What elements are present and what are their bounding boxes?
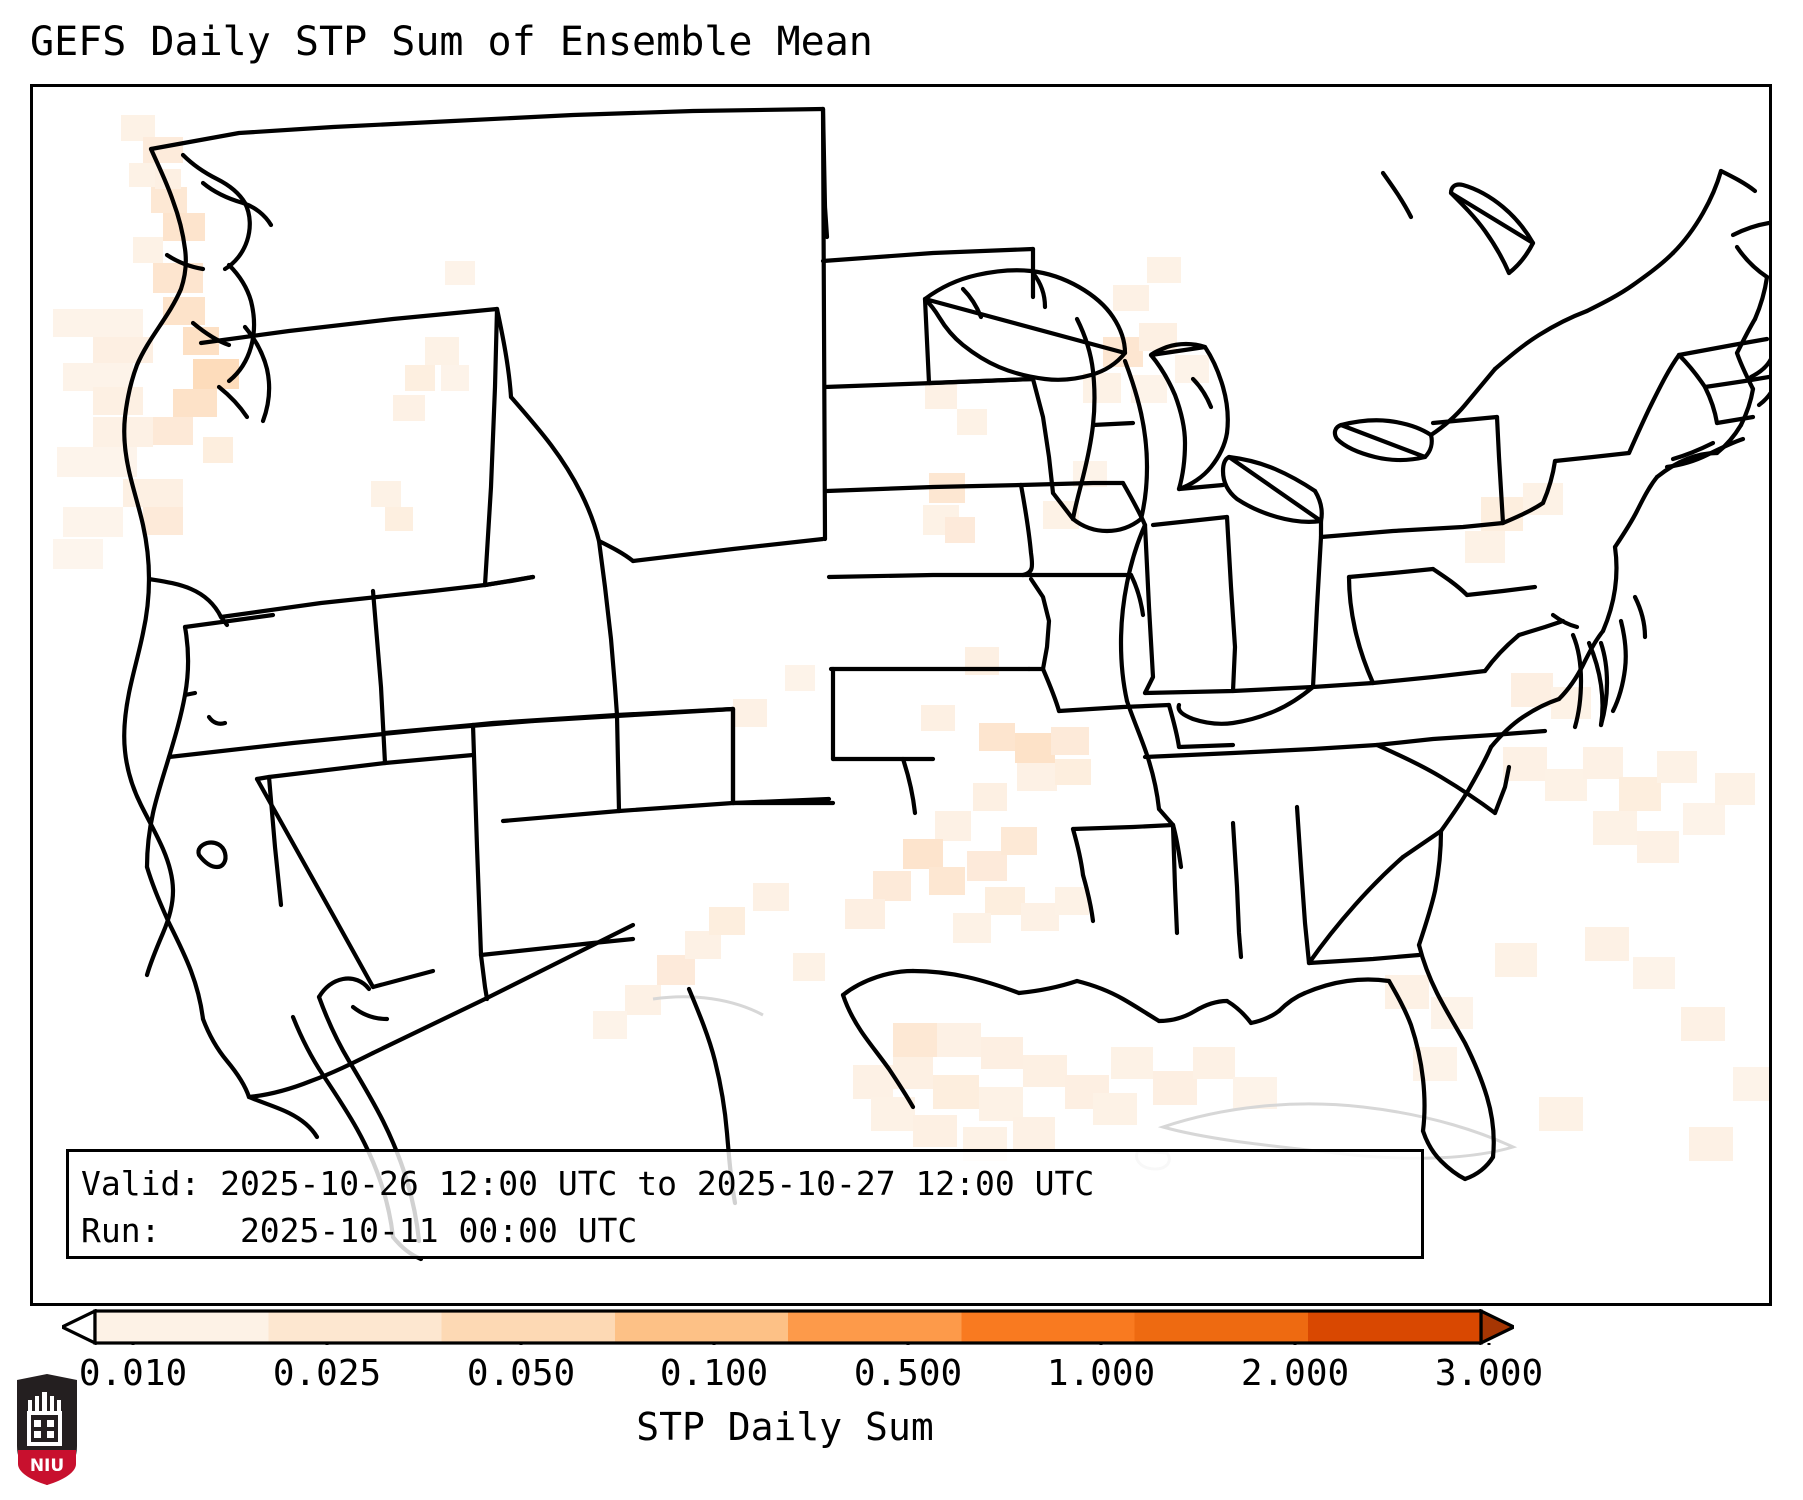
- niu-wordmark: NIU: [30, 1456, 64, 1476]
- page-title: GEFS Daily STP Sum of Ensemble Mean: [30, 19, 873, 65]
- map-axes[interactable]: Valid: 2025-10-26 12:00 UTC to 2025-10-2…: [30, 84, 1772, 1306]
- colorbar-band: [95, 1311, 269, 1343]
- colorbar-under-arrow: [62, 1309, 97, 1345]
- stp-data-cells: [53, 115, 1769, 1161]
- colorbar-tick-label: 1.000: [1046, 1353, 1156, 1394]
- colorbar-band: [788, 1311, 962, 1343]
- colorbar-tick-label: 0.025: [272, 1353, 382, 1394]
- coastline-and-borders: [122, 106, 1769, 1262]
- niu-shield-icon: NIU: [17, 1374, 77, 1485]
- colorbar[interactable]: [62, 1309, 1514, 1345]
- colorbar-band: [441, 1311, 616, 1343]
- map-graphic: [53, 106, 1769, 1262]
- colorbar-band: [268, 1311, 443, 1343]
- colorbar-over-arrow: [1479, 1309, 1514, 1345]
- colorbar-tick-label: 0.050: [466, 1353, 576, 1394]
- colorbar-band: [961, 1311, 1136, 1343]
- colorbar-band: [1134, 1311, 1309, 1343]
- colorbar-graphic: [62, 1309, 1514, 1345]
- colorbar-band: [614, 1311, 789, 1343]
- niu-red-band: [18, 1450, 76, 1485]
- valid-time-line: Valid: 2025-10-26 12:00 UTC to 2025-10-2…: [81, 1164, 1095, 1203]
- colorbar-tick-label: 0.500: [853, 1353, 963, 1394]
- niu-logo: NIU: [14, 1374, 80, 1486]
- colorbar-tick-label: 0.010: [78, 1353, 188, 1394]
- colorbar-tick-labels: 0.010 0.025 0.050 0.100 0.500 1.000 2.000 3.000: [0, 1352, 1803, 1398]
- colorbar-tick-label: 0.100: [659, 1353, 769, 1394]
- colorbar-tick-label: 3.000: [1434, 1353, 1544, 1394]
- valid-run-annotation-box: Valid: 2025-10-26 12:00 UTC to 2025-10-2…: [66, 1149, 1424, 1259]
- colorbar-bands: [95, 1311, 1482, 1343]
- colorbar-axis-label: STP Daily Sum: [636, 1405, 934, 1449]
- colorbar-tick-label: 2.000: [1240, 1353, 1350, 1394]
- colorbar-band: [1307, 1311, 1482, 1343]
- colorbar-outline: [93, 1309, 1483, 1345]
- run-time-line: Run: 2025-10-11 00:00 UTC: [81, 1211, 638, 1250]
- castle-tower: [27, 1392, 62, 1446]
